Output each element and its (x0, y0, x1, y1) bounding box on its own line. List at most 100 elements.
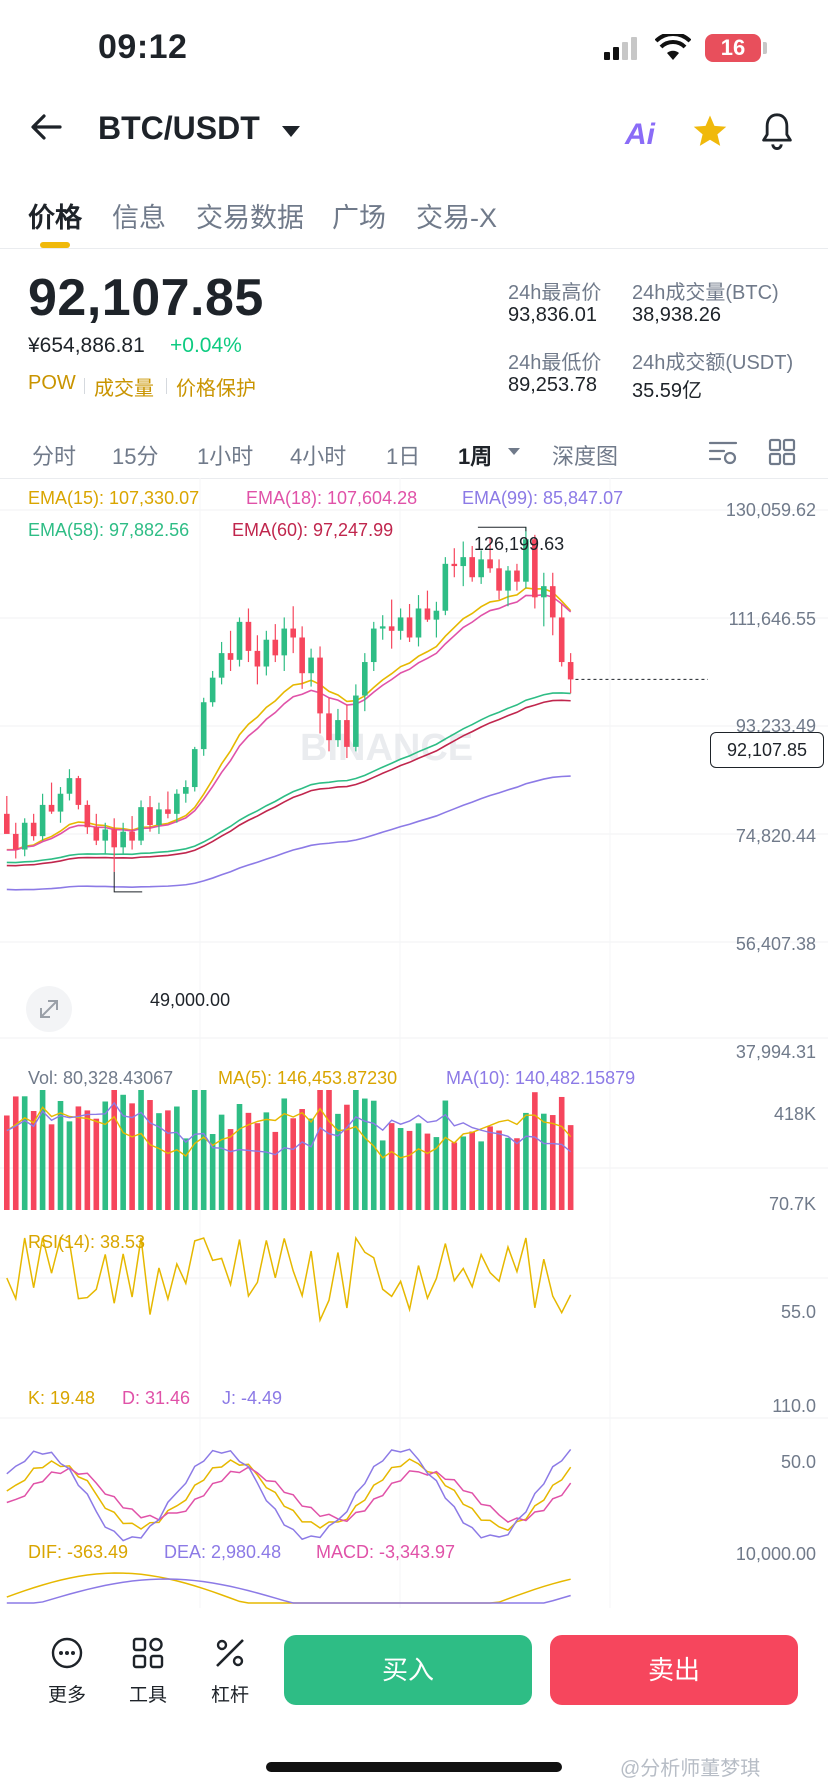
candle-bullish (200, 697, 207, 756)
candle-bearish (30, 813, 37, 841)
current-price-tag[interactable]: 92,107.85 (710, 732, 824, 768)
candle-body (12, 833, 19, 850)
candle-body (174, 793, 180, 814)
more-button-label[interactable]: 更多 (47, 1685, 86, 1706)
author-watermark: @分析师董梦琪 (620, 1758, 761, 1780)
kdj-d-line (6, 1466, 572, 1523)
candle-bullish (156, 802, 162, 834)
volume-ma5-label: MA(5): 146,453.87230 (218, 1068, 398, 1088)
candle-body (165, 809, 171, 814)
candle-bearish (514, 563, 520, 591)
volume-bar (326, 1090, 332, 1210)
stat-volume-usdt-value: 35.59亿 (632, 380, 703, 402)
candle-body (532, 539, 538, 598)
tab-square[interactable]: 广场 (332, 203, 386, 233)
tag-pow[interactable]: POW (28, 372, 76, 394)
candle-bearish (245, 608, 252, 663)
tag-separator (84, 378, 85, 394)
volume-bar (523, 1112, 529, 1210)
interval-15m[interactable]: 15分 (112, 444, 159, 469)
layout-grid-icon[interactable] (768, 438, 796, 471)
candle-bullish (353, 684, 359, 752)
leverage-icon[interactable] (213, 1636, 247, 1675)
ema15-label: EMA(15): 107,330.07 (28, 488, 200, 508)
tab-info[interactable]: 信息 (112, 203, 166, 233)
volume-bar (165, 1110, 171, 1210)
ai-assistant-button[interactable]: Ai (625, 118, 655, 151)
candle-bullish (218, 641, 225, 685)
kdj-d-label: D: 31.46 (122, 1388, 191, 1408)
volume-bar (433, 1137, 440, 1210)
back-arrow-icon[interactable] (30, 112, 64, 147)
candle-body (245, 621, 252, 651)
candle-body (379, 626, 386, 629)
candle-bearish (290, 606, 296, 654)
interval-1h[interactable]: 1小时 (197, 444, 254, 469)
interval-timeline[interactable]: 分时 (32, 444, 77, 469)
trading-pair-title[interactable]: BTC/USDT (98, 110, 260, 146)
macd-value-label: MACD: -3,343.97 (316, 1542, 456, 1562)
volume-bar (120, 1094, 126, 1210)
more-icon[interactable] (50, 1636, 84, 1675)
candle-body (21, 822, 28, 850)
candle-bullish (523, 527, 529, 589)
candle-body (478, 559, 484, 578)
tag-volume[interactable]: 成交量 (94, 378, 154, 400)
leverage-button-label[interactable]: 杠杆 (210, 1685, 249, 1706)
candle-bullish (174, 789, 180, 823)
interval-4h[interactable]: 4小时 (290, 444, 347, 469)
interval-1w[interactable]: 1周 (458, 444, 493, 469)
ema60-label: EMA(60): 97,247.99 (232, 520, 394, 540)
candle-bearish (487, 537, 493, 573)
pair-dropdown-caret-icon[interactable] (282, 126, 300, 137)
indicator-settings-icon[interactable] (708, 438, 738, 471)
candle-body (84, 804, 91, 828)
interval-1d[interactable]: 1日 (386, 444, 421, 469)
candle-bullish (263, 630, 270, 676)
interval-depth[interactable]: 深度图 (552, 444, 619, 469)
volume-bar (245, 1112, 252, 1210)
buy-button[interactable]: 买入 (284, 1635, 532, 1705)
fullscreen-expand-icon[interactable] (26, 986, 72, 1032)
kdj-k-label: K: 19.48 (28, 1388, 96, 1408)
candle-bearish (299, 626, 305, 689)
candle-bullish (191, 746, 198, 792)
candle-bearish (532, 534, 538, 609)
tag-price-protection[interactable]: 价格保护 (176, 378, 256, 400)
last-price: 92,107.85 (28, 269, 264, 327)
candle-bearish (147, 795, 153, 832)
kline-chart-area[interactable]: BINANCE (0, 478, 828, 1618)
tools-icon[interactable] (131, 1636, 165, 1675)
candle-bearish (93, 813, 100, 846)
candle-bullish (370, 621, 377, 671)
macd-dif-label: DIF: -363.49 (28, 1542, 129, 1562)
volume-bar (469, 1131, 475, 1210)
candle-bearish (406, 604, 413, 642)
tab-trade-x[interactable]: 交易-X (416, 203, 497, 233)
volume-ma10-line (6, 1101, 572, 1156)
tab-trading-data[interactable]: 交易数据 (196, 203, 304, 233)
candle-body (236, 621, 243, 660)
home-indicator (266, 1762, 562, 1772)
tab-price[interactable]: 价格 (28, 203, 82, 233)
high-marker-line (477, 526, 527, 532)
tools-button-label[interactable]: 工具 (128, 1685, 167, 1706)
candle-body (102, 829, 109, 841)
volume-bar (424, 1133, 431, 1210)
candle-bearish (326, 697, 332, 752)
candle-bearish (272, 624, 279, 663)
volume-bar (75, 1106, 82, 1210)
interval-more-caret-icon[interactable] (508, 448, 520, 455)
candle-bearish (227, 630, 234, 671)
sell-button[interactable]: 卖出 (550, 1635, 798, 1705)
notification-bell-icon[interactable] (760, 112, 794, 155)
volume-bar (129, 1103, 135, 1210)
candle-body (147, 807, 153, 825)
stat-low-label: 24h最低价 (508, 352, 602, 374)
volume-bar (442, 1100, 449, 1210)
candle-bullish (379, 615, 386, 640)
volume-bar (102, 1101, 109, 1210)
candle-body (4, 813, 10, 834)
candle-body (370, 628, 377, 663)
favorite-star-icon[interactable] (692, 114, 728, 153)
